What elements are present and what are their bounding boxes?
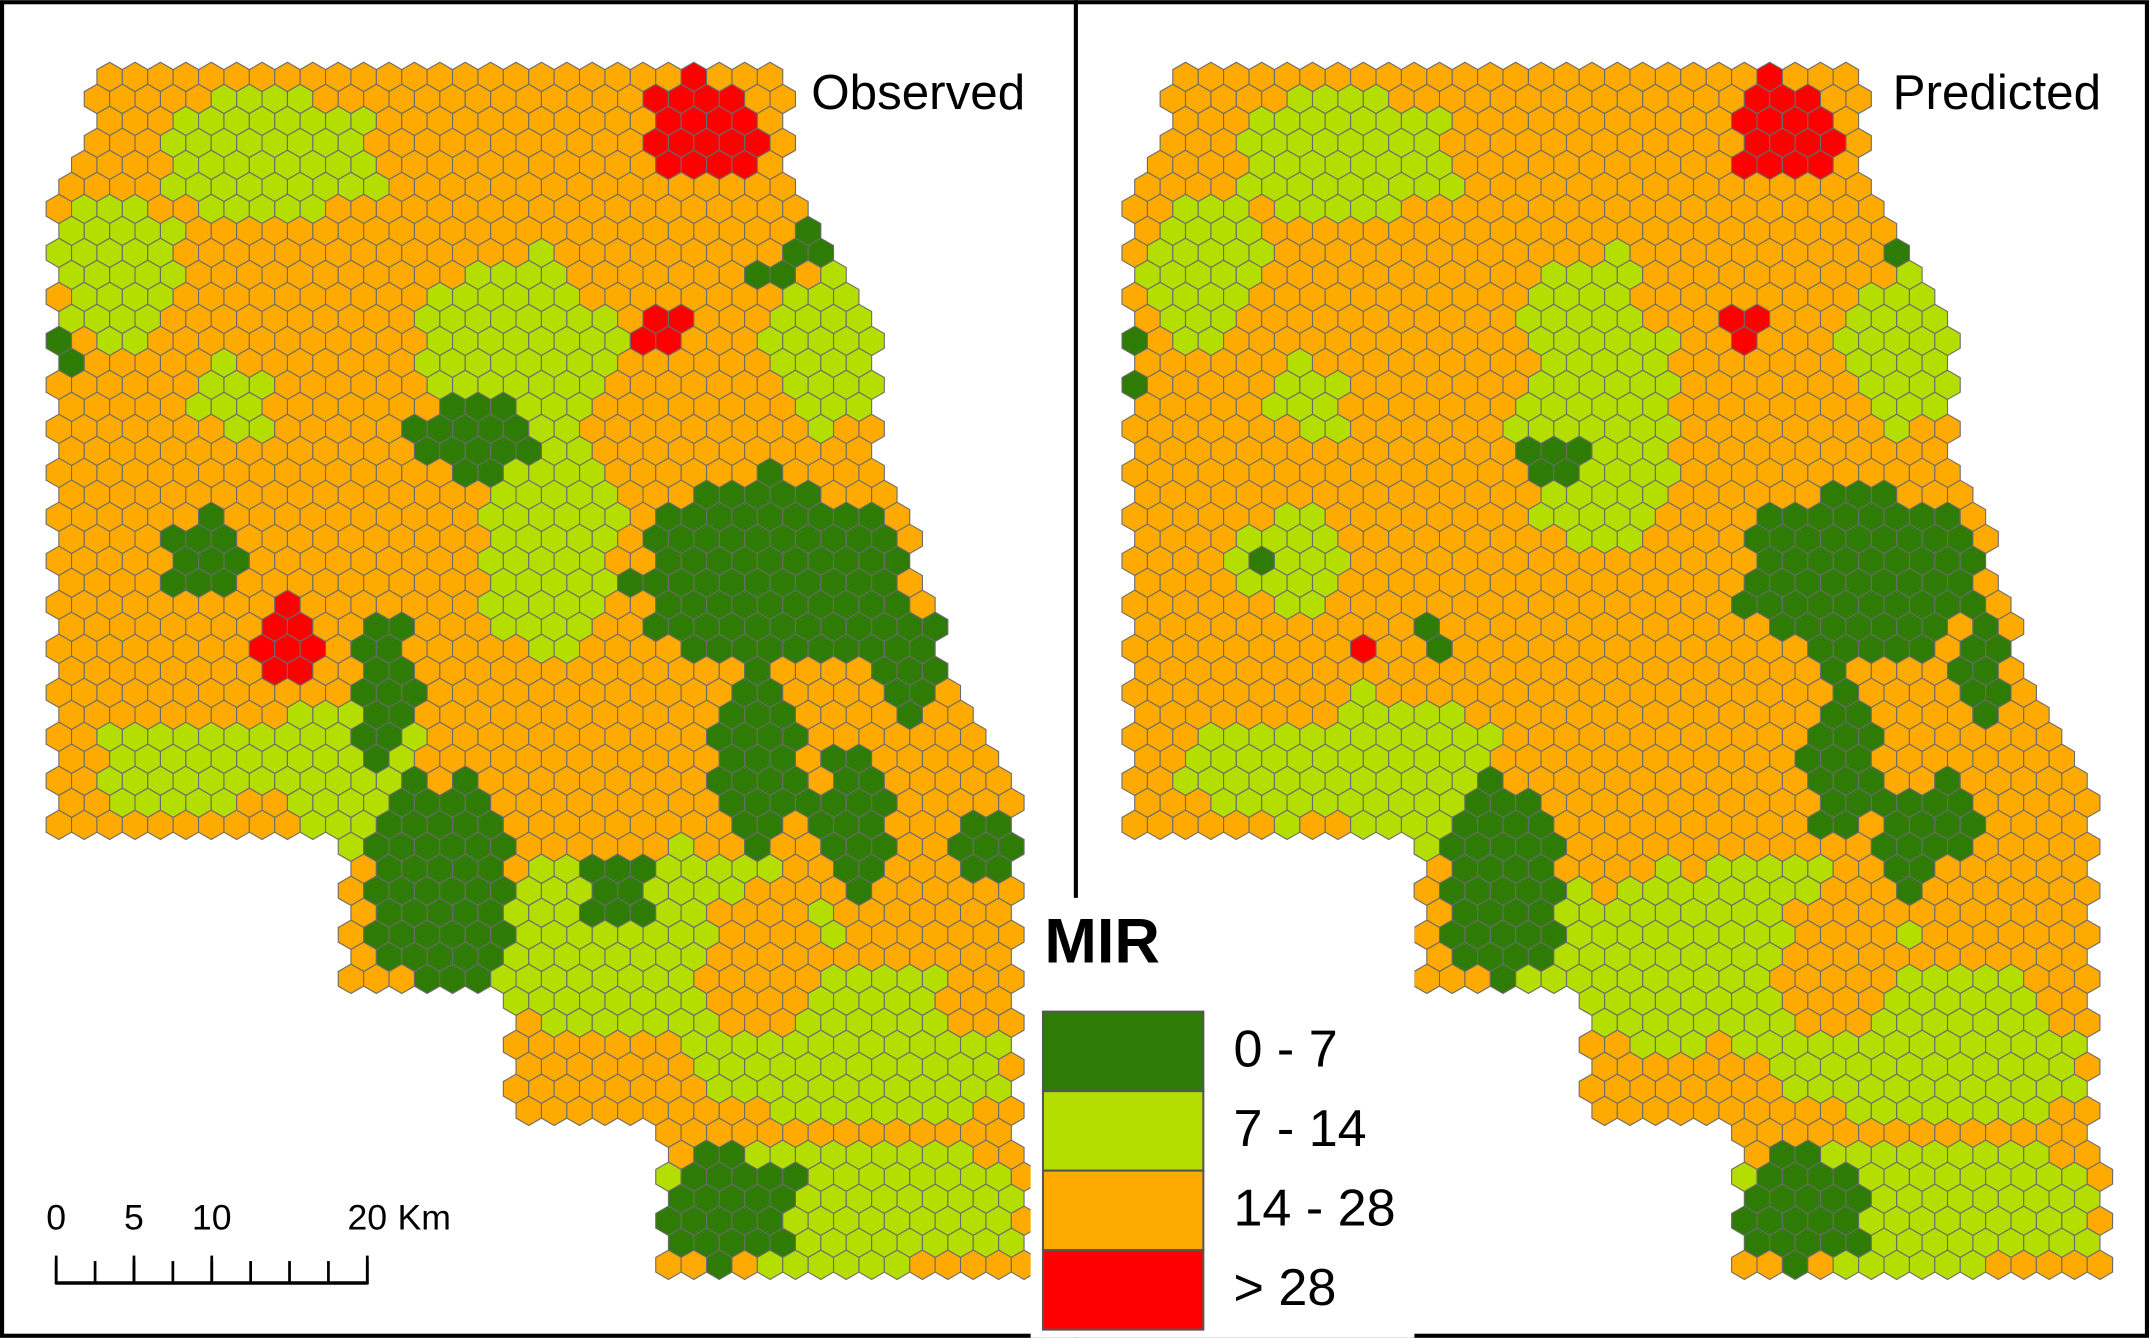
- scale-label: 10: [192, 1197, 232, 1237]
- legend-label: > 28: [1233, 1259, 1336, 1317]
- panel-title: Predicted: [1893, 65, 2101, 120]
- legend-label: 14 - 28: [1233, 1179, 1395, 1237]
- legend-label: 0 - 7: [1233, 1020, 1337, 1078]
- legend: 0 - 7 7 - 14 14 - 28 > 28: [1041, 1010, 1396, 1331]
- scale-label: 0: [46, 1197, 66, 1237]
- legend-label: 7 - 14: [1233, 1100, 1366, 1158]
- legend-swatch: [1041, 1249, 1205, 1331]
- legend-swatch: [1041, 1010, 1205, 1093]
- legend-swatch: [1041, 1090, 1205, 1172]
- hex-layer: [45, 61, 2114, 1281]
- scale-bar: 0 5 10 20 Km: [46, 1197, 451, 1285]
- legend-swatch: [1041, 1169, 1205, 1252]
- legend-title: MIR: [1044, 907, 1160, 977]
- hex-cell: [2086, 1249, 2114, 1281]
- scale-unit: Km: [397, 1197, 450, 1237]
- panel-title: Observed: [811, 65, 1025, 120]
- scale-label: 20: [347, 1197, 387, 1237]
- scale-label: 5: [124, 1197, 144, 1237]
